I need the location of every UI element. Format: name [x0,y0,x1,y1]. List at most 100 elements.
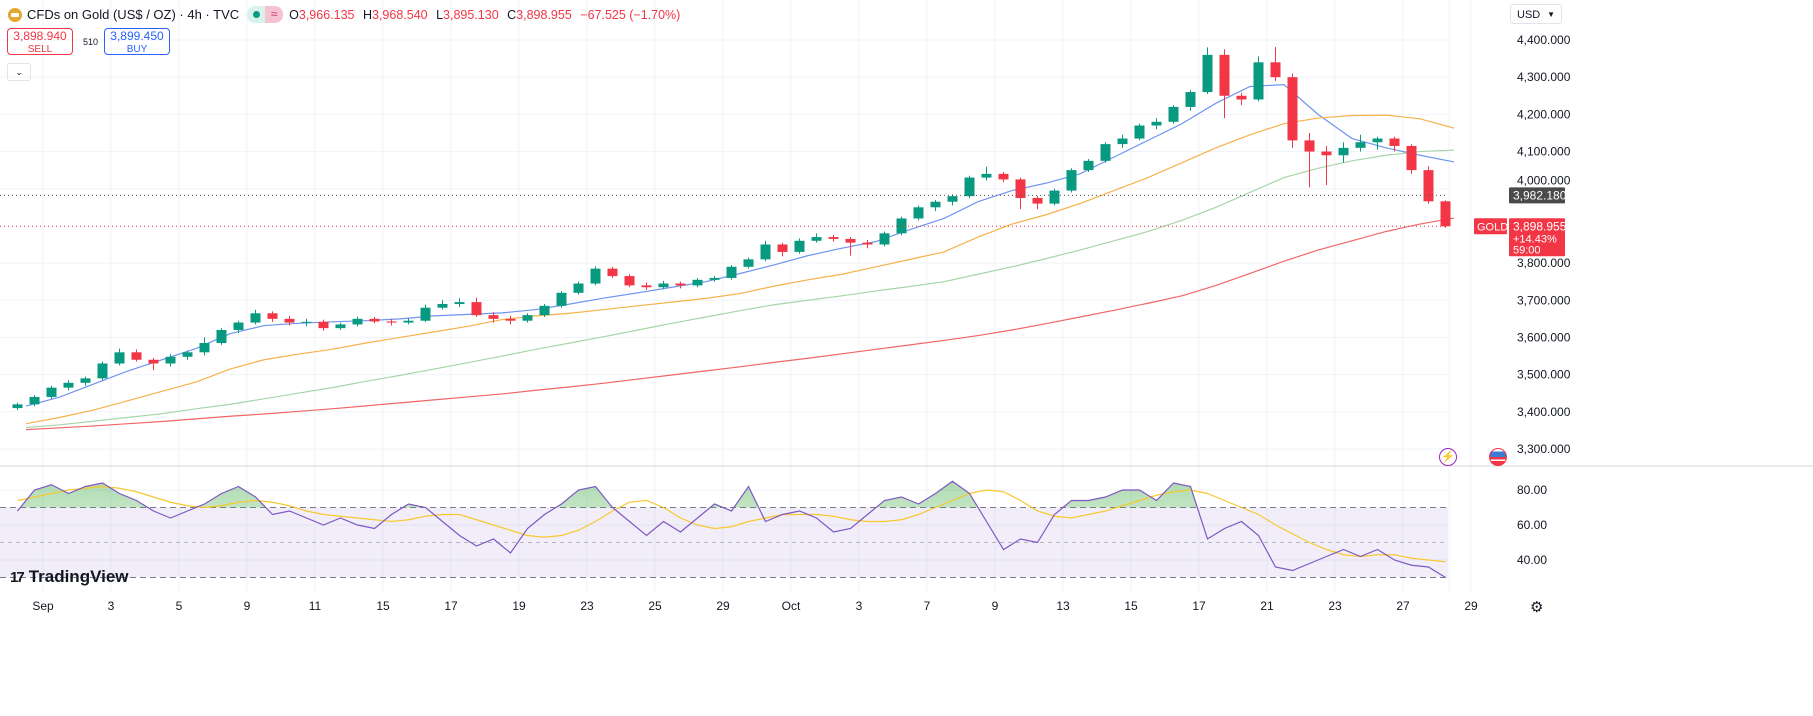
candle [46,385,57,399]
candle-body [692,279,703,286]
candle [148,357,159,371]
candle-body [131,352,142,360]
gear-icon[interactable]: ⚙ [1530,599,1544,616]
chevron-down-icon: ⌄ [15,67,23,77]
candle-body [726,266,737,278]
x-tick-label: 11 [309,599,322,613]
x-tick-label: 21 [1260,599,1274,613]
candle-body [1151,121,1162,126]
y-tick-label: 4,100.000 [1517,145,1571,159]
symbol-title[interactable]: CFDs on Gold (US$ / OZ) · 4h · TVC [27,7,240,22]
candle-body [998,173,1009,180]
candle-body [284,318,295,323]
reference-price-tag [1509,187,1565,204]
candle-body [437,303,448,308]
candle [1321,145,1332,186]
candle-body [148,359,159,364]
buy-price: 3,899.450 [110,29,164,43]
candle-body [386,321,397,323]
candle [1066,168,1077,193]
y-tick-label: 4,000.000 [1517,173,1571,187]
candle-body [454,302,465,304]
candle [998,171,1009,183]
currency-selector[interactable]: USD ▼ [1510,4,1562,24]
x-tick-label: Sep [32,599,54,613]
candle [216,328,227,345]
candle-body [828,237,839,239]
candle [692,277,703,288]
candle-body [1083,160,1094,171]
candle [1287,73,1298,148]
candle-body [182,352,193,357]
candle [1253,56,1264,102]
candle [1151,118,1162,130]
candle-body [930,201,941,208]
candle-body [811,237,822,241]
candle-body [1032,198,1043,204]
x-tick-label: 13 [1056,599,1070,613]
candle [743,257,754,269]
y-tick-label: 3,700.000 [1517,293,1571,307]
candle [811,233,822,243]
candle-body [1321,151,1332,156]
y-tick-label: 4,300.000 [1517,70,1571,84]
spread-value: 510 [83,37,99,47]
candle-body [573,283,584,293]
candle-body [624,276,635,286]
tv-logo-icon: 17 [10,568,25,586]
moving-average-mid [25,114,1455,425]
sell-price: 3,898.940 [13,29,67,43]
candle [1168,105,1179,124]
sell-button[interactable]: 3,898.940 SELL [7,28,73,55]
x-tick-label: 9 [244,599,251,613]
candle-body [981,173,992,178]
rsi-y-tick-label: 80.00 [1517,483,1547,497]
buy-button[interactable]: 3,899.450 BUY [104,28,170,55]
candle [454,298,465,307]
moving-average-slow [25,149,1455,429]
candle [794,238,805,254]
candle [267,311,278,322]
candle-body [165,356,176,364]
candle-body [1134,125,1145,139]
candle [828,234,839,242]
rsi-y-tick-label: 40.00 [1517,553,1547,567]
candle-body [1372,138,1383,143]
x-tick-label: 19 [512,599,526,613]
candle [845,237,856,256]
candle [947,194,958,206]
candle [1083,158,1094,172]
candle [63,380,74,391]
candle-body [1423,170,1434,202]
lightning-icon[interactable]: ⚡ [1439,448,1457,466]
gold-bars-icon [8,7,22,22]
candle-body [1202,54,1213,93]
chevron-down-icon: ▼ [1547,10,1555,19]
us-flag-icon[interactable] [1489,448,1507,466]
candle [522,313,533,323]
candle [930,199,941,212]
last-change-value: +14.43% [1513,233,1557,245]
candle [471,297,482,317]
candle [862,240,873,249]
candle [879,231,890,247]
x-tick-label: 23 [580,599,594,613]
tradingview-logo[interactable]: 17 TradingView [10,567,129,586]
candle [165,354,176,367]
candle-body [896,218,907,234]
x-tick-label: 27 [1396,599,1410,613]
x-tick-label: 23 [1328,599,1342,613]
status-pill[interactable]: ≈ [247,6,284,23]
candle-body [590,268,601,284]
candle-body [556,292,567,306]
market-open-dot-icon [247,6,266,23]
candle [301,318,312,327]
y-tick-label: 3,300.000 [1517,442,1571,456]
collapse-legend-button[interactable]: ⌄ [7,63,31,81]
symbol-tag [1474,218,1507,235]
candle-body [1355,142,1366,148]
x-tick-label: 29 [1464,599,1478,613]
rsi-ma-line [17,485,1446,563]
candle-body [216,330,227,344]
